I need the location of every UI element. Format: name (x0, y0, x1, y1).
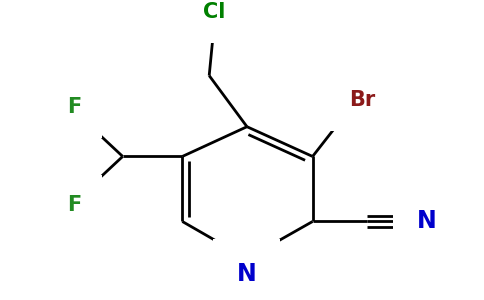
Text: N: N (417, 209, 437, 233)
Text: F: F (67, 196, 81, 215)
Text: N: N (237, 262, 257, 286)
Text: Br: Br (349, 90, 376, 110)
Text: Cl: Cl (203, 2, 226, 22)
Text: F: F (67, 98, 81, 117)
